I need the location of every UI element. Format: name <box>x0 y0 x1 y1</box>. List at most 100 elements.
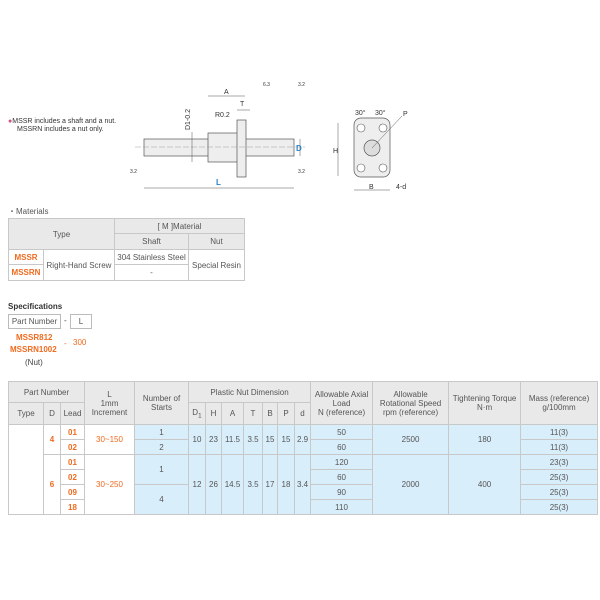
example-part-2: MSSRN1002 <box>10 345 57 354</box>
dim-h-cell: 26 <box>205 454 222 515</box>
header-type: Type <box>8 218 115 250</box>
example-length: 300 <box>73 338 87 347</box>
table-row: 09 4 90 25(3) <box>9 484 599 515</box>
header-nut-dimension: Plastic Nut Dimension <box>187 381 312 403</box>
length-range-cell: 30~150 <box>84 424 135 455</box>
axial-load-cell: 60 <box>310 439 374 455</box>
info-icon: ● <box>8 118 13 125</box>
lead-cell: 02 <box>60 469 85 485</box>
shaft-material: 304 Stainless Steel <box>114 249 189 265</box>
header-type: Type <box>8 402 44 425</box>
type-code: MSSRN <box>8 264 44 281</box>
axial-load-cell: 60 <box>310 469 374 485</box>
label-d1: D1-0.2 <box>185 109 192 130</box>
table-row: 4 01 30~150 1 10 23 11.5 3.5 15 15 2.9 50 2500 180 11(… <box>8 424 599 515</box>
starts-cell: 1 <box>134 454 189 485</box>
label-angle-2: 30° <box>375 109 386 117</box>
header-b: B <box>262 402 278 425</box>
dim-d-cell: 3.4 <box>293 454 312 515</box>
header-nut: Nut <box>187 233 246 250</box>
header-lead: Lead <box>60 402 85 425</box>
dim-b-cell: 17 <box>262 454 278 515</box>
header-l-sub: Increment <box>91 407 128 417</box>
shaft-material: - <box>114 264 189 281</box>
header-d: D <box>43 402 61 425</box>
axial-load-cell: 120 <box>310 454 374 470</box>
dim-a-cell: 11.5 <box>221 424 244 455</box>
header-h: H <box>205 402 222 425</box>
lead-cell: 18 <box>60 499 85 515</box>
header-speed: rpm (reference) <box>383 407 439 417</box>
header-l-sub: 1mm <box>100 398 119 408</box>
mass-cell: 23(3) <box>520 454 599 470</box>
header-p: P <box>277 402 295 425</box>
speed-cell: 2000 <box>372 454 450 515</box>
length-range-cell: 30~250 <box>84 454 135 515</box>
shaft-side-view: A T R0.2 D1-0.2 D L 6.3 3.2 3.2 3.2 <box>130 82 305 189</box>
header-axial: Allowable Axial <box>314 389 369 399</box>
header-shaft: Shaft <box>114 233 189 250</box>
nut-note: (Nut) <box>25 358 43 367</box>
header-material: [ M ]Material <box>113 218 246 234</box>
starts-cell: 1 <box>134 424 189 440</box>
axial-load-cell: 90 <box>310 484 374 500</box>
label-p: P <box>403 111 408 118</box>
header-starts: Starts <box>151 403 172 412</box>
table-row: 18 110 25(3) <box>9 499 599 515</box>
lead-cell: 01 <box>60 454 85 470</box>
header-part-number: Part Number <box>8 381 85 403</box>
dim-t-cell: 3.5 <box>243 424 263 455</box>
dim-h-cell: 23 <box>205 424 222 455</box>
label-r: R0.2 <box>215 112 230 119</box>
d-cell: 4 <box>43 424 61 455</box>
header-axial: N (reference) <box>318 407 366 417</box>
screw-type: Right-Hand Screw <box>43 249 115 281</box>
torque-cell: 180 <box>448 424 522 455</box>
d-cell: 6 <box>43 454 61 515</box>
length-box: L <box>70 314 92 329</box>
starts-cell: 4 <box>134 484 189 515</box>
mass-cell: 25(3) <box>520 469 599 485</box>
dash: - <box>64 316 67 325</box>
axial-load-cell: 110 <box>310 499 374 515</box>
header-axial: Load <box>332 398 351 408</box>
label-t: T <box>240 101 245 108</box>
product-note: ●MSSR includes a shaft and a nut. MSSRN … <box>8 118 116 134</box>
header-dd: d <box>293 402 312 425</box>
header-speed: Rotational Speed <box>379 398 442 408</box>
nut-material: Special Resin <box>187 249 246 281</box>
dim-p-cell: 18 <box>277 454 295 515</box>
label-b: B <box>369 184 374 191</box>
table-row: 6 01 30~250 1 12 26 14.5 3.5 17 18 3.4 120 2000 400 23… <box>9 454 599 515</box>
note-line-2: MSSRN includes a nut only. <box>17 126 104 133</box>
example-dash: - <box>64 339 67 348</box>
header-mass: g/100mm <box>542 403 576 412</box>
label-l: L <box>216 178 221 187</box>
part-number-box: Part Number <box>8 314 61 329</box>
dim-p-cell: 15 <box>277 424 295 455</box>
header-t: T <box>243 402 263 425</box>
note-line-1: MSSR includes a shaft and a nut. <box>12 118 117 125</box>
dim-d1-cell: 12 <box>188 454 206 515</box>
type-code: MSSR <box>8 249 44 265</box>
dim-t-cell: 3.5 <box>243 454 263 515</box>
lead-cell: 09 <box>60 484 85 500</box>
materials-table: Type[ M ]Material Shaft Nut MSSR Right-Han… <box>8 218 246 281</box>
dim-d-cell: 2.9 <box>293 424 312 455</box>
label-a: A <box>224 89 229 96</box>
table-row: 02 60 25(3) <box>9 469 599 485</box>
lead-cell: 01 <box>60 424 85 440</box>
nut-front-view: H B P 4-d 30° 30° <box>333 109 408 191</box>
mass-cell: 25(3) <box>520 499 599 515</box>
header-torque: Tightening Torque <box>452 394 517 403</box>
mass-cell: 11(3) <box>520 439 599 455</box>
roughness-4: 3.2 <box>298 169 305 175</box>
roughness-2: 3.2 <box>298 82 305 88</box>
torque-cell: 400 <box>448 454 522 515</box>
label-h: H <box>333 148 338 155</box>
example-part-1: MSSR812 <box>16 333 53 342</box>
header-mass: Mass (reference) <box>528 394 590 403</box>
table-row: 02 2 60 11(3) <box>9 439 599 455</box>
axial-load-cell: 50 <box>310 424 374 440</box>
header-torque: N·m <box>477 403 493 412</box>
